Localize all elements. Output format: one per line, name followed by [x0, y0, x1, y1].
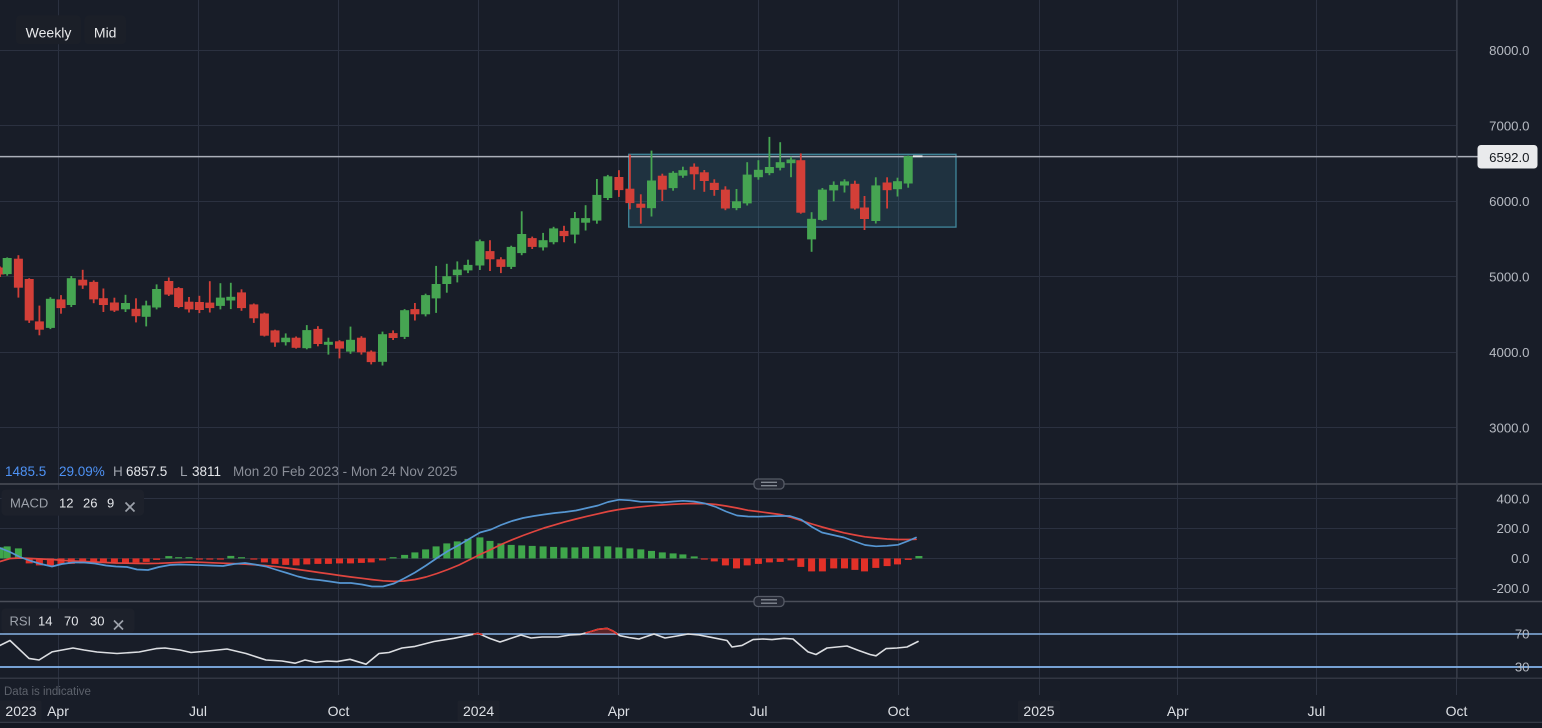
- svg-text:Oct: Oct: [328, 703, 350, 719]
- svg-text:6857.5: 6857.5: [126, 464, 167, 479]
- svg-text:1485.5: 1485.5: [5, 464, 46, 479]
- svg-text:5000.0: 5000.0: [1489, 269, 1529, 284]
- svg-text:Jul: Jul: [750, 703, 768, 719]
- svg-text:8000.0: 8000.0: [1489, 43, 1529, 58]
- svg-text:70: 70: [64, 614, 78, 629]
- svg-text:3811: 3811: [192, 464, 221, 479]
- svg-text:400.0: 400.0: [1496, 491, 1529, 506]
- svg-text:H: H: [113, 464, 123, 479]
- svg-text:Weekly: Weekly: [26, 25, 72, 41]
- svg-text:6592.0: 6592.0: [1489, 150, 1529, 165]
- svg-text:Jul: Jul: [189, 703, 207, 719]
- svg-text:200.0: 200.0: [1496, 521, 1529, 536]
- svg-text:Data is indicative: Data is indicative: [4, 686, 91, 698]
- svg-text:RSI: RSI: [10, 614, 32, 629]
- svg-text:-200.0: -200.0: [1492, 581, 1529, 596]
- svg-text:14: 14: [38, 614, 52, 629]
- svg-text:9: 9: [107, 496, 114, 511]
- svg-text:Apr: Apr: [1167, 703, 1189, 719]
- svg-text:L: L: [180, 464, 188, 479]
- svg-text:Jul: Jul: [1307, 703, 1325, 719]
- svg-text:7000.0: 7000.0: [1489, 118, 1529, 133]
- svg-text:12: 12: [59, 496, 73, 511]
- svg-text:30: 30: [90, 614, 104, 629]
- svg-text:MACD: MACD: [10, 496, 48, 511]
- svg-text:6000.0: 6000.0: [1489, 194, 1529, 209]
- svg-text:2023: 2023: [5, 703, 36, 719]
- svg-text:26: 26: [83, 496, 97, 511]
- svg-text:3000.0: 3000.0: [1489, 420, 1529, 435]
- svg-text:70: 70: [1515, 627, 1530, 642]
- svg-text:29.09%: 29.09%: [59, 464, 105, 479]
- svg-text:Apr: Apr: [47, 703, 69, 719]
- svg-text:Oct: Oct: [888, 703, 910, 719]
- svg-text:30: 30: [1515, 660, 1530, 675]
- svg-text:4000.0: 4000.0: [1489, 345, 1529, 360]
- svg-text:Oct: Oct: [1446, 703, 1468, 719]
- svg-text:2025: 2025: [1023, 703, 1054, 719]
- svg-text:Apr: Apr: [608, 703, 630, 719]
- svg-text:Mon 20 Feb 2023 - Mon 24 Nov 2: Mon 20 Feb 2023 - Mon 24 Nov 2025: [233, 464, 457, 479]
- svg-text:0.0: 0.0: [1511, 551, 1529, 566]
- svg-text:Mid: Mid: [94, 25, 117, 41]
- svg-text:2024: 2024: [463, 703, 494, 719]
